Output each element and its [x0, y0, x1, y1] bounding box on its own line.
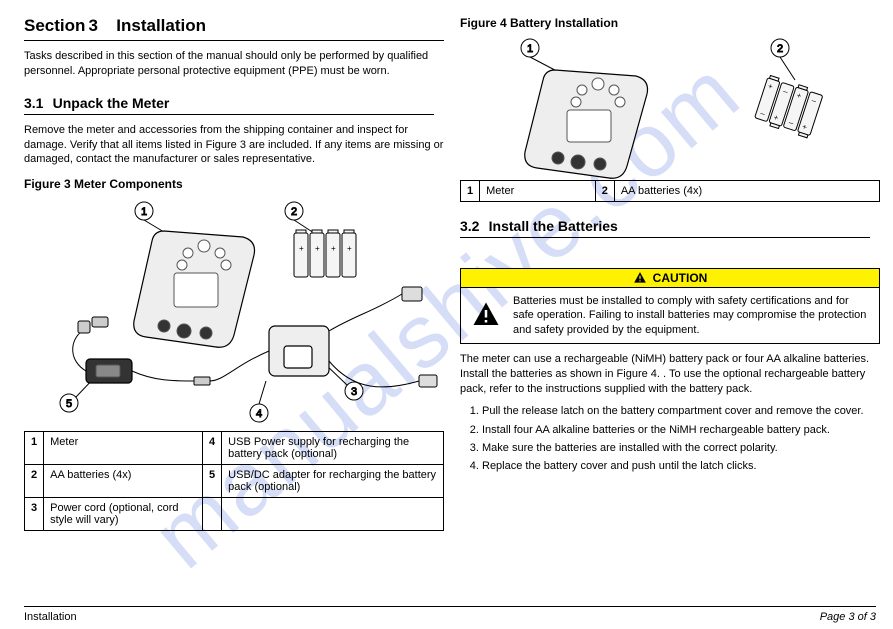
section-title: Installation	[116, 16, 206, 35]
figure-4-title: Figure 4 Battery Installation	[460, 16, 880, 30]
fig3-cell-2-num: 2	[25, 465, 44, 498]
footer-left: Installation	[24, 611, 77, 623]
battery-para: The meter can use a rechargeable (NiMH) …	[460, 352, 880, 397]
figure-3-table: 1 Meter 4 USB Power supply for rechargin…	[24, 431, 444, 531]
fig4-cell-1-txt: Meter	[480, 181, 596, 202]
svg-text:+: +	[347, 244, 352, 253]
svg-text:+: +	[331, 244, 336, 253]
step-4: Replace the battery cover and push until…	[482, 459, 880, 473]
subsection-intro-ref: Figure 3	[206, 139, 246, 151]
caution-label: CAUTION	[653, 271, 708, 285]
subsection-heading-3-2: 3.2 Install the Batteries	[460, 218, 880, 238]
step-2: Install four AA alkaline batteries or th…	[482, 423, 880, 437]
section-number: 3	[88, 16, 97, 35]
fig3-cell-5-txt: USB/DC adapter for recharging the batter…	[222, 465, 444, 498]
subsection-3-2-title: Install the Batteries	[489, 218, 618, 234]
fig3-cell-1-txt: Meter	[44, 432, 203, 465]
fig3-cell-4-txt: USB Power supply for recharging the batt…	[222, 432, 444, 465]
fig3-cell-blank-txt	[222, 498, 444, 531]
svg-text:+: +	[299, 244, 304, 253]
fig4-cell-2-txt: AA batteries (4x)	[614, 181, 879, 202]
battery-para-ref: Figure 4	[617, 368, 657, 380]
caution-text: Batteries must be installed to comply wi…	[511, 288, 879, 343]
svg-text:1: 1	[527, 43, 533, 55]
subsection-title: Unpack the Meter	[53, 95, 170, 111]
section-heading: Section 3 Installation	[24, 16, 444, 41]
svg-text:+: +	[315, 244, 320, 253]
fig3-cell-blank-num	[203, 498, 222, 531]
footer-right: Page 3 of 3	[820, 611, 876, 623]
fig3-cell-4-num: 4	[203, 432, 222, 465]
svg-text:2: 2	[777, 43, 783, 55]
fig3-cell-2-txt: AA batteries (4x)	[44, 465, 203, 498]
step-3: Make sure the batteries are installed wi…	[482, 441, 880, 455]
subsection-3-2-number: 3.2	[460, 218, 479, 234]
section-prefix: Section	[24, 16, 85, 35]
figure-4-illustration: 1 2	[460, 30, 880, 180]
page-footer: Installation Page 3 of 3	[24, 606, 876, 623]
subsection-number: 3.1	[24, 95, 43, 111]
caution-header: CAUTION	[461, 269, 879, 288]
fig3-cell-3-txt: Power cord (optional, cord style will va…	[44, 498, 203, 531]
subsection-intro: Remove the meter and accessories from th…	[24, 123, 444, 168]
battery-steps: Pull the release latch on the battery co…	[460, 404, 880, 473]
svg-text:5: 5	[66, 398, 72, 410]
warning-triangle-icon	[469, 300, 503, 330]
figure-3-title: Figure 3 Meter Components	[24, 177, 444, 191]
svg-text:1: 1	[141, 206, 147, 218]
figure-4: Figure 4 Battery Installation 1 2	[460, 16, 880, 202]
section-intro: Tasks described in this section of the m…	[24, 49, 444, 79]
figure-4-table: 1 Meter 2 AA batteries (4x)	[460, 180, 880, 202]
svg-text:4: 4	[256, 408, 262, 420]
fig4-cell-1-num: 1	[461, 181, 480, 202]
svg-text:2: 2	[291, 206, 297, 218]
svg-text:3: 3	[351, 386, 357, 398]
fig3-cell-3-num: 3	[25, 498, 44, 531]
fig4-cell-2-num: 2	[595, 181, 614, 202]
figure-3: Figure 3 Meter Components 1 2 3 4 5	[24, 177, 444, 531]
figure-3-illustration: 1 2 3 4 5	[24, 191, 444, 431]
fig3-cell-1-num: 1	[25, 432, 44, 465]
subsection-heading-3-1: 3.1 Unpack the Meter	[24, 95, 444, 115]
fig3-cell-5-num: 5	[203, 465, 222, 498]
warning-triangle-icon	[633, 271, 647, 285]
step-1: Pull the release latch on the battery co…	[482, 404, 880, 418]
caution-box: CAUTION Batteries must be installed to c…	[460, 268, 880, 344]
